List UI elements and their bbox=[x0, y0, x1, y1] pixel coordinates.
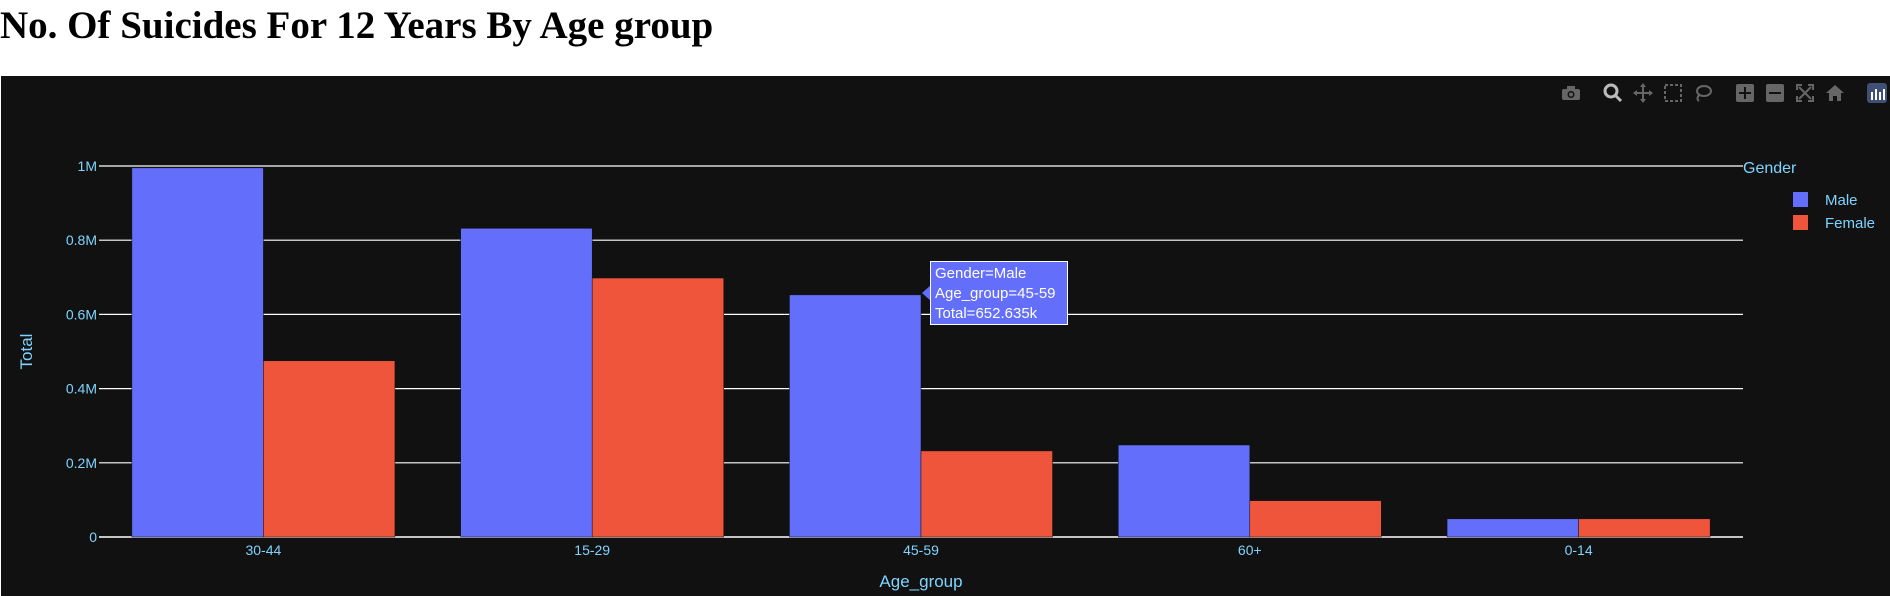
x-tick-label: 30-44 bbox=[245, 542, 281, 558]
y-tick-label: 1M bbox=[78, 158, 97, 174]
x-axis-title: Age_group bbox=[879, 572, 962, 591]
y-tick-label: 0.2M bbox=[66, 455, 97, 471]
pan-icon[interactable] bbox=[1630, 80, 1656, 106]
legend-swatch-male[interactable] bbox=[1793, 192, 1808, 207]
reset-axes-icon[interactable] bbox=[1822, 80, 1848, 106]
bar-male[interactable] bbox=[131, 167, 264, 538]
legend-label-male[interactable]: Male bbox=[1825, 192, 1858, 209]
x-tick-label: 60+ bbox=[1238, 542, 1262, 558]
y-axis-title: Total bbox=[17, 334, 36, 370]
tooltip-total: Total=652.635k bbox=[935, 305, 1038, 322]
bar-female[interactable] bbox=[591, 277, 724, 538]
autoscale-icon[interactable] bbox=[1792, 80, 1818, 106]
y-tick-label: 0.8M bbox=[66, 232, 97, 248]
chart-panel: 0 0.2M 0.4M 0.6M 0.8M 1M 30-44 15-29 45-59 60+ 0-1… bbox=[1, 76, 1890, 596]
bar-female[interactable] bbox=[263, 360, 396, 538]
zoom-in-icon[interactable] bbox=[1732, 80, 1758, 106]
modebar bbox=[1558, 80, 1890, 106]
plotly-logo-icon[interactable] bbox=[1864, 80, 1890, 106]
camera-icon[interactable] bbox=[1558, 80, 1584, 106]
tooltip-age-group: Age_group=45-59 bbox=[935, 285, 1056, 302]
x-tick-label: 0-14 bbox=[1565, 542, 1593, 558]
bar-chart: 0 0.2M 0.4M 0.6M 0.8M 1M 30-44 15-29 45-59 60+ 0-1… bbox=[17, 158, 1875, 591]
legend-layer: Gender Male Female bbox=[1743, 160, 1875, 232]
tooltip-gender: Gender=Male bbox=[935, 265, 1027, 282]
tooltip-arrow bbox=[922, 285, 931, 301]
bar-male[interactable] bbox=[460, 228, 593, 538]
bar-male[interactable] bbox=[1118, 444, 1251, 538]
legend-swatch-female[interactable] bbox=[1793, 215, 1808, 230]
y-tick-label: 0 bbox=[89, 529, 97, 545]
legend-title: Gender bbox=[1743, 160, 1797, 177]
x-tick-label: 15-29 bbox=[574, 542, 610, 558]
legend-label-female[interactable]: Female bbox=[1825, 215, 1875, 232]
zoom-icon[interactable] bbox=[1600, 80, 1626, 106]
box-select-icon[interactable] bbox=[1660, 80, 1686, 106]
page-title: No. Of Suicides For 12 Years By Age grou… bbox=[0, 4, 714, 47]
hover-tooltip: Gender=Male Age_group=45-59 Total=652.63… bbox=[930, 261, 1068, 325]
bar-male[interactable] bbox=[1446, 518, 1579, 538]
lasso-icon[interactable] bbox=[1690, 80, 1716, 106]
bar-female[interactable] bbox=[1249, 500, 1382, 538]
bar-female[interactable] bbox=[920, 450, 1053, 538]
y-tick-label: 0.4M bbox=[66, 381, 97, 397]
zoom-out-icon[interactable] bbox=[1762, 80, 1788, 106]
bars-layer bbox=[131, 167, 1711, 538]
bar-male[interactable] bbox=[789, 294, 922, 538]
bar-female[interactable] bbox=[1578, 518, 1711, 538]
x-tick-label: 45-59 bbox=[903, 542, 939, 558]
y-tick-label: 0.6M bbox=[66, 306, 97, 322]
axes-layer: 0 0.2M 0.4M 0.6M 0.8M 1M 30-44 15-29 45-59 60+ 0-1… bbox=[17, 158, 1593, 591]
